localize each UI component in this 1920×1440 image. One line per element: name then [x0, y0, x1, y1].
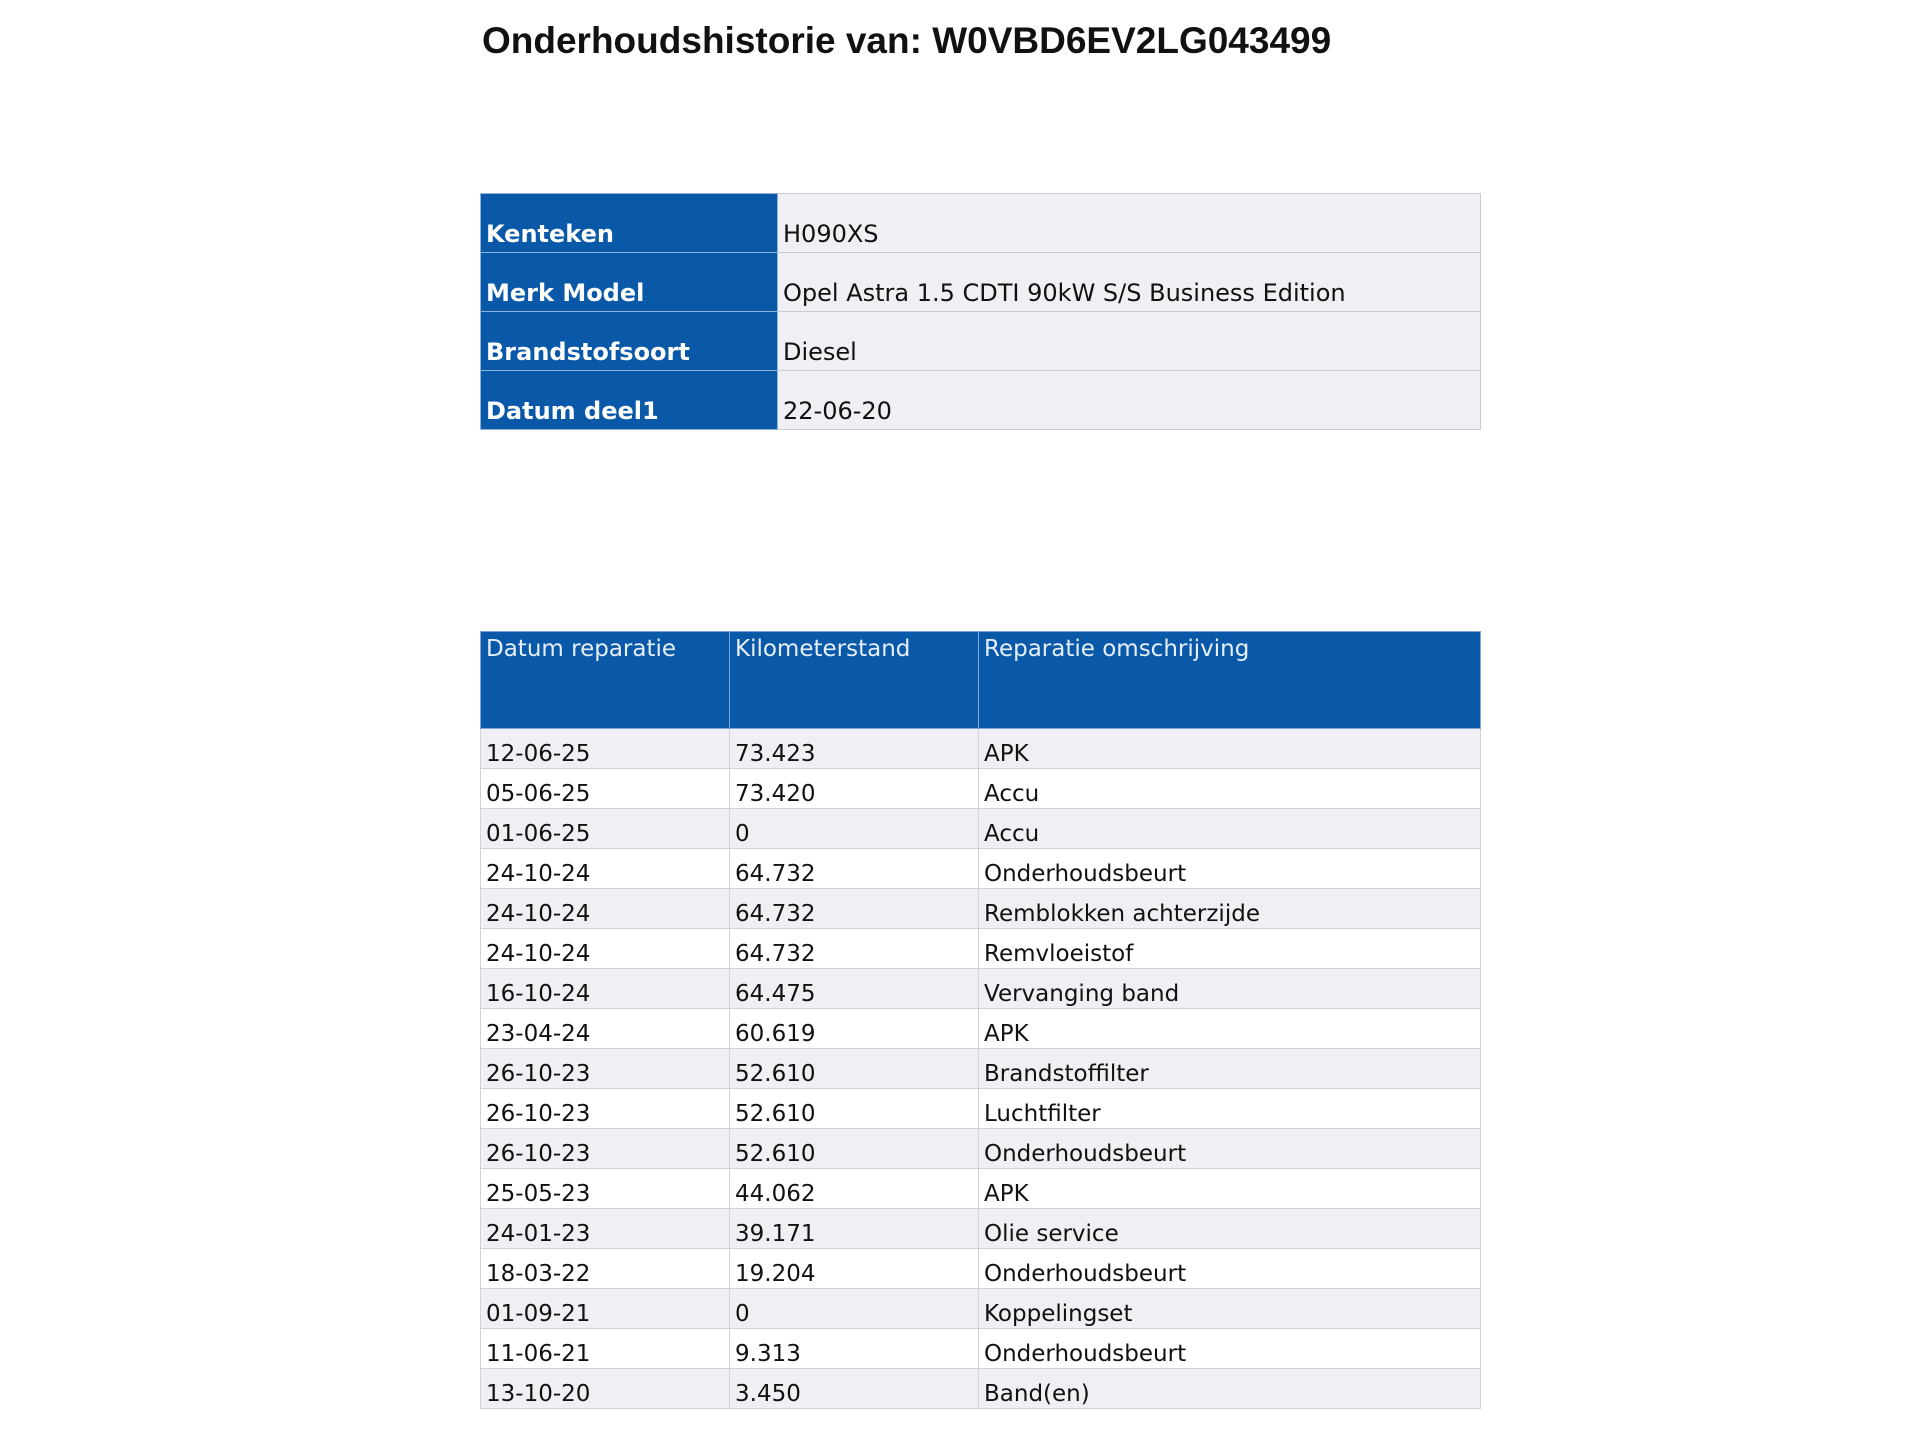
table-row: 26-10-23 52.610 Luchtfilter [480, 1088, 1481, 1129]
repair-description-cell: Onderhoudsbeurt [978, 848, 1481, 889]
repair-description-cell: Accu [978, 808, 1481, 849]
table-row: 26-10-23 52.610 Brandstoffilter [480, 1048, 1481, 1089]
repair-description-cell: Onderhoudsbeurt [978, 1128, 1481, 1169]
info-label: Merk Model [480, 252, 778, 312]
mileage-cell: 52.610 [729, 1088, 979, 1129]
vehicle-info-row: Merk Model Opel Astra 1.5 CDTI 90kW S/S B… [480, 252, 1481, 312]
table-row: 12-06-25 73.423 APK [480, 728, 1481, 769]
info-value: 22-06-20 [777, 370, 1481, 430]
mileage-cell: 0 [729, 1288, 979, 1329]
table-row: 05-06-25 73.420 Accu [480, 768, 1481, 809]
table-row: 01-09-21 0 Koppelingset [480, 1288, 1481, 1329]
mileage-cell: 9.313 [729, 1328, 979, 1369]
table-header-row: Datum reparatie Kilometerstand Reparatie… [480, 631, 1481, 729]
repair-description-cell: Olie service [978, 1208, 1481, 1249]
repair-date-cell: 01-09-21 [480, 1288, 730, 1329]
mileage-cell: 52.610 [729, 1128, 979, 1169]
repair-description-cell: Koppelingset [978, 1288, 1481, 1329]
table-row: 01-06-25 0 Accu [480, 808, 1481, 849]
info-value: Opel Astra 1.5 CDTI 90kW S/S Business Ed… [777, 252, 1481, 312]
table-row: 25-05-23 44.062 APK [480, 1168, 1481, 1209]
repair-description-cell: Luchtfilter [978, 1088, 1481, 1129]
table-row: 11-06-21 9.313 Onderhoudsbeurt [480, 1328, 1481, 1369]
repair-description-cell: Band(en) [978, 1368, 1481, 1409]
repair-description-cell: Accu [978, 768, 1481, 809]
repair-date-cell: 25-05-23 [480, 1168, 730, 1209]
table-row: 18-03-22 19.204 Onderhoudsbeurt [480, 1248, 1481, 1289]
vehicle-info-row: Brandstofsoort Diesel [480, 311, 1481, 371]
repair-date-cell: 26-10-23 [480, 1128, 730, 1169]
column-header-date: Datum reparatie [480, 631, 730, 729]
mileage-cell: 52.610 [729, 1048, 979, 1089]
repair-date-cell: 26-10-23 [480, 1048, 730, 1089]
repair-date-cell: 12-06-25 [480, 728, 730, 769]
repair-description-cell: APK [978, 1168, 1481, 1209]
table-row: 24-01-23 39.171 Olie service [480, 1208, 1481, 1249]
repair-date-cell: 18-03-22 [480, 1248, 730, 1289]
mileage-cell: 73.423 [729, 728, 979, 769]
mileage-cell: 64.732 [729, 888, 979, 929]
repair-date-cell: 24-10-24 [480, 848, 730, 889]
repair-date-cell: 24-10-24 [480, 928, 730, 969]
table-row: 24-10-24 64.732 Remblokken achterzijde [480, 888, 1481, 929]
mileage-cell: 60.619 [729, 1008, 979, 1049]
table-row: 13-10-20 3.450 Band(en) [480, 1368, 1481, 1409]
repair-description-cell: Vervanging band [978, 968, 1481, 1009]
repair-date-cell: 11-06-21 [480, 1328, 730, 1369]
table-row: 24-10-24 64.732 Onderhoudsbeurt [480, 848, 1481, 889]
repair-date-cell: 24-01-23 [480, 1208, 730, 1249]
column-header-description: Reparatie omschrijving [978, 631, 1481, 729]
repair-date-cell: 23-04-24 [480, 1008, 730, 1049]
repair-date-cell: 16-10-24 [480, 968, 730, 1009]
column-header-mileage: Kilometerstand [729, 631, 979, 729]
repair-description-cell: Onderhoudsbeurt [978, 1248, 1481, 1289]
vehicle-info-table: Kenteken H090XS Merk Model Opel Astra 1.5 C… [480, 193, 1481, 430]
info-value: H090XS [777, 193, 1481, 253]
mileage-cell: 0 [729, 808, 979, 849]
mileage-cell: 73.420 [729, 768, 979, 809]
mileage-cell: 44.062 [729, 1168, 979, 1209]
table-row: 24-10-24 64.732 Remvloeistof [480, 928, 1481, 969]
mileage-cell: 64.732 [729, 848, 979, 889]
mileage-cell: 3.450 [729, 1368, 979, 1409]
info-value: Diesel [777, 311, 1481, 371]
repair-description-cell: Brandstoffilter [978, 1048, 1481, 1089]
repair-date-cell: 13-10-20 [480, 1368, 730, 1409]
vehicle-info-row: Kenteken H090XS [480, 193, 1481, 253]
repair-date-cell: 24-10-24 [480, 888, 730, 929]
info-label: Datum deel1 [480, 370, 778, 430]
mileage-cell: 39.171 [729, 1208, 979, 1249]
mileage-cell: 64.475 [729, 968, 979, 1009]
table-row: 23-04-24 60.619 APK [480, 1008, 1481, 1049]
repair-description-cell: APK [978, 1008, 1481, 1049]
vehicle-info-row: Datum deel1 22-06-20 [480, 370, 1481, 430]
table-row: 16-10-24 64.475 Vervanging band [480, 968, 1481, 1009]
repair-description-cell: Remvloeistof [978, 928, 1481, 969]
info-label: Kenteken [480, 193, 778, 253]
table-row: 26-10-23 52.610 Onderhoudsbeurt [480, 1128, 1481, 1169]
repair-description-cell: Remblokken achterzijde [978, 888, 1481, 929]
repair-date-cell: 26-10-23 [480, 1088, 730, 1129]
repair-date-cell: 05-06-25 [480, 768, 730, 809]
mileage-cell: 64.732 [729, 928, 979, 969]
page-title: Onderhoudshistorie van: W0VBD6EV2LG04349… [482, 20, 1332, 61]
mileage-cell: 19.204 [729, 1248, 979, 1289]
repair-description-cell: Onderhoudsbeurt [978, 1328, 1481, 1369]
maintenance-history-table: Datum reparatie Kilometerstand Reparatie… [480, 631, 1481, 1409]
repair-description-cell: APK [978, 728, 1481, 769]
info-label: Brandstofsoort [480, 311, 778, 371]
repair-date-cell: 01-06-25 [480, 808, 730, 849]
